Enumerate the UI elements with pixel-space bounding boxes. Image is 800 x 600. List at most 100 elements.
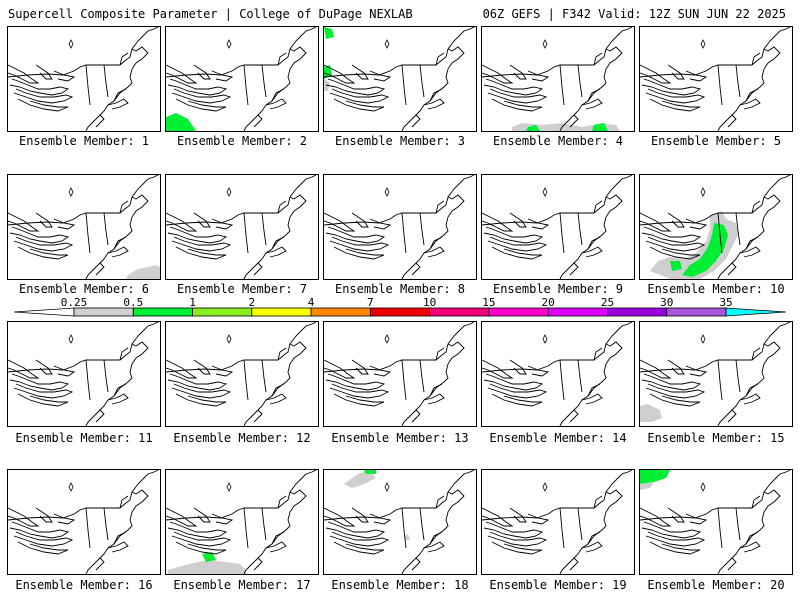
map-boundary: [640, 212, 672, 232]
diamond-marker-icon: [700, 187, 706, 197]
map-boundary: [175, 98, 227, 112]
colorbar-segment: [369, 307, 431, 317]
map-boundary: [85, 194, 149, 279]
map-boundary: [411, 409, 421, 423]
map-boundary: [685, 365, 708, 377]
colorbar-segment: [192, 307, 253, 317]
colorbar-tick-label: 15: [482, 296, 495, 309]
map-boundary: [277, 347, 287, 361]
map-boundary: [85, 489, 149, 574]
ensemble-map-panel: [7, 174, 161, 280]
map-boundary: [13, 383, 74, 399]
map-boundary: [166, 470, 317, 521]
map-boundary: [253, 557, 263, 571]
map-boundary: [369, 365, 392, 377]
colorbar-tick-label: 0.25: [61, 296, 88, 309]
map-boundary: [113, 236, 127, 250]
map-boundary: [482, 27, 633, 78]
map-boundary: [569, 114, 579, 128]
colorbar-segment: [666, 307, 727, 317]
map-boundary: [243, 507, 249, 549]
map-boundary: [113, 383, 127, 397]
map-boundary: [745, 236, 759, 250]
map-boundary: [739, 541, 761, 553]
map-boundary: [482, 322, 633, 373]
ensemble-map-panel: [323, 321, 477, 427]
map-boundary: [401, 507, 407, 549]
map-boundary: [559, 359, 565, 401]
map-boundary: [581, 393, 603, 405]
colorbar-segment: [73, 307, 134, 317]
member-label: Ensemble Member: 4: [492, 134, 624, 148]
member-map: [640, 27, 791, 131]
map-boundary: [351, 64, 369, 80]
map-boundary: [727, 114, 737, 128]
ensemble-map-panel: [165, 174, 319, 280]
scp-contour-fill: [324, 27, 334, 39]
map-boundary: [193, 212, 211, 228]
map-boundary: [435, 347, 445, 361]
map-boundary: [193, 359, 211, 375]
map-boundary: [277, 52, 287, 66]
map-boundary: [685, 70, 708, 82]
map-boundary: [509, 359, 527, 375]
map-boundary: [482, 507, 514, 527]
map-boundary: [482, 359, 514, 379]
map-boundary: [735, 359, 741, 393]
member-map: [8, 470, 159, 574]
ensemble-map-panel: [7, 469, 161, 575]
member-label: Ensemble Member: 15: [647, 431, 785, 445]
map-boundary: [166, 64, 198, 84]
map-boundary: [640, 64, 672, 84]
map-boundary: [8, 507, 40, 527]
map-boundary: [569, 409, 579, 423]
map-boundary: [559, 194, 623, 279]
map-boundary: [641, 78, 702, 96]
map-boundary: [271, 531, 285, 545]
map-boundary: [9, 78, 70, 96]
map-boundary: [17, 541, 69, 555]
map-boundary: [717, 341, 781, 426]
diamond-marker-icon: [384, 482, 390, 492]
map-boundary: [717, 46, 781, 131]
diamond-marker-icon: [700, 482, 706, 492]
member-map: [324, 175, 475, 279]
member-map: [166, 470, 317, 574]
map-boundary: [329, 531, 390, 547]
map-boundary: [667, 212, 685, 228]
map-boundary: [717, 212, 723, 254]
map-boundary: [113, 531, 127, 545]
diamond-marker-icon: [384, 334, 390, 344]
ensemble-map-panel: [481, 469, 635, 575]
map-boundary: [581, 246, 603, 258]
scp-contour-fill: [592, 123, 608, 131]
map-boundary: [211, 70, 234, 82]
map-boundary: [85, 507, 91, 549]
map-boundary: [261, 359, 267, 393]
ensemble-map-panel: [639, 321, 793, 427]
map-boundary: [261, 507, 267, 541]
map-boundary: [243, 212, 249, 254]
map-boundary: [324, 175, 475, 226]
ensemble-map-panel: [165, 469, 319, 575]
map-boundary: [491, 541, 543, 555]
map-boundary: [253, 262, 263, 276]
member-label: Ensemble Member: 1: [18, 134, 150, 148]
map-boundary: [8, 64, 40, 84]
map-boundary: [13, 88, 74, 104]
map-boundary: [265, 393, 287, 405]
scp-contour-fill: [126, 265, 160, 279]
map-boundary: [8, 27, 159, 78]
colorbar-segment: [607, 307, 668, 317]
map-boundary: [193, 64, 211, 80]
colorbar-segment: [725, 307, 787, 317]
scp-contour-fill: [168, 560, 246, 574]
scp-contour-fill: [682, 223, 728, 277]
map-boundary: [166, 507, 198, 527]
map-boundary: [53, 365, 76, 377]
member-label: Ensemble Member: 11: [15, 431, 153, 445]
map-boundary: [113, 88, 127, 102]
map-boundary: [640, 322, 791, 373]
map-boundary: [423, 98, 445, 110]
map-boundary: [324, 27, 475, 78]
